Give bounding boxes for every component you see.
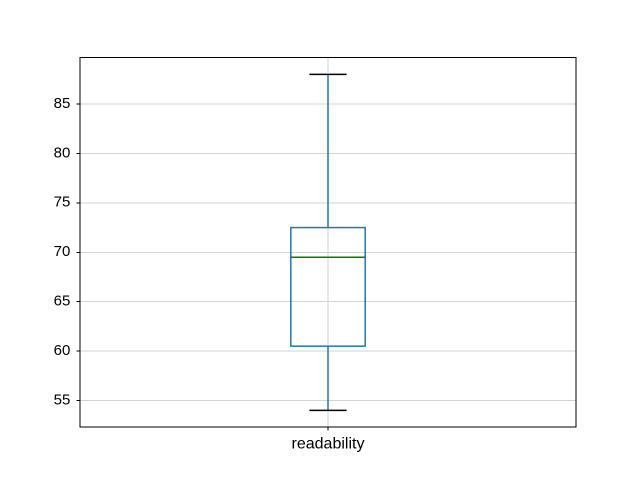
svg-text:55: 55 [54,391,71,408]
svg-text:85: 85 [54,95,71,112]
svg-text:readability: readability [292,436,365,453]
svg-text:80: 80 [54,144,71,161]
svg-text:70: 70 [54,243,71,260]
svg-text:65: 65 [54,293,71,310]
svg-text:60: 60 [54,342,71,359]
svg-text:75: 75 [54,194,71,211]
